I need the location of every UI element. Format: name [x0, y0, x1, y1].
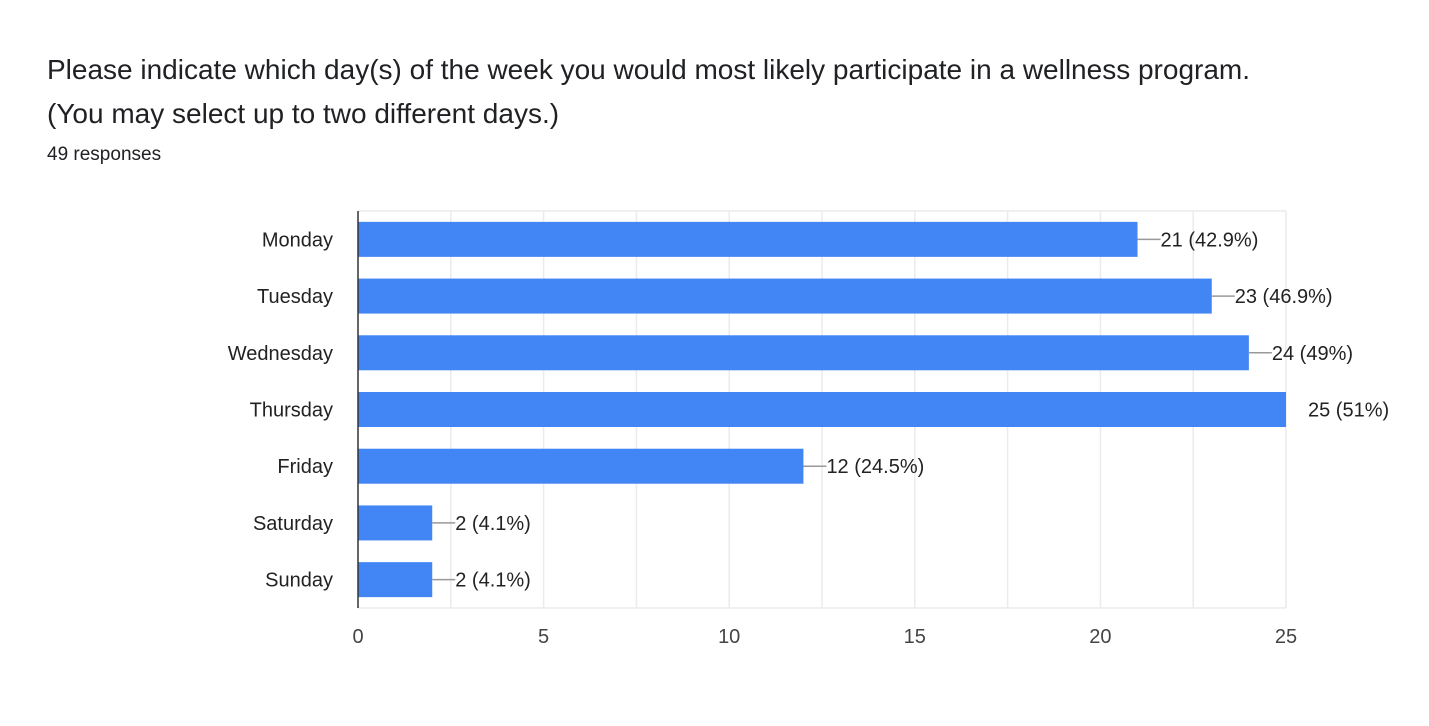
data-label-thursday: 25 (51%) — [1308, 400, 1389, 422]
x-tick-label-15: 15 — [904, 626, 926, 648]
category-label-monday: Monday — [262, 229, 333, 251]
data-label-monday: 21 (42.9%) — [1161, 229, 1259, 251]
data-label-saturday: 2 (4.1%) — [455, 513, 531, 535]
bar-friday — [358, 448, 804, 484]
bar-tuesday — [358, 278, 1212, 314]
question-title-line-2: (You may select up to two different days… — [47, 98, 560, 129]
bar-monday — [358, 221, 1138, 257]
x-tick-label-0: 0 — [352, 626, 363, 648]
labels: Monday 21 (42.9%) Tuesday 23 (46.9%) Wednesd… — [228, 229, 1389, 591]
bar-sunday — [358, 562, 433, 598]
data-label-tuesday: 23 (46.9%) — [1235, 286, 1333, 308]
category-label-wednesday: Wednesday — [228, 343, 333, 365]
category-label-tuesday: Tuesday — [257, 286, 333, 308]
data-label-sunday: 2 (4.1%) — [455, 570, 531, 592]
question-title-line-1: Please indicate which day(s) of the week… — [47, 54, 1251, 85]
response-count: 49 responses — [47, 144, 162, 165]
category-label-saturday: Saturday — [253, 513, 333, 535]
bar-thursday — [358, 392, 1286, 427]
bar-saturday — [358, 505, 433, 541]
x-tick-label-10: 10 — [718, 626, 740, 648]
bar-wednesday — [358, 335, 1249, 371]
x-tick-label-5: 5 — [538, 626, 549, 648]
category-label-friday: Friday — [277, 456, 333, 478]
data-label-friday: 12 (24.5%) — [826, 456, 924, 478]
axes: 0 5 10 15 20 25 — [352, 211, 1297, 648]
category-label-sunday: Sunday — [265, 570, 333, 592]
x-tick-label-25: 25 — [1275, 626, 1297, 648]
category-label-thursday: Thursday — [250, 400, 333, 422]
question-title: Please indicate which day(s) of the week… — [47, 48, 1407, 136]
data-label-wednesday: 24 (49%) — [1272, 343, 1353, 365]
bars — [358, 221, 1286, 598]
x-tick-label-20: 20 — [1089, 626, 1111, 648]
